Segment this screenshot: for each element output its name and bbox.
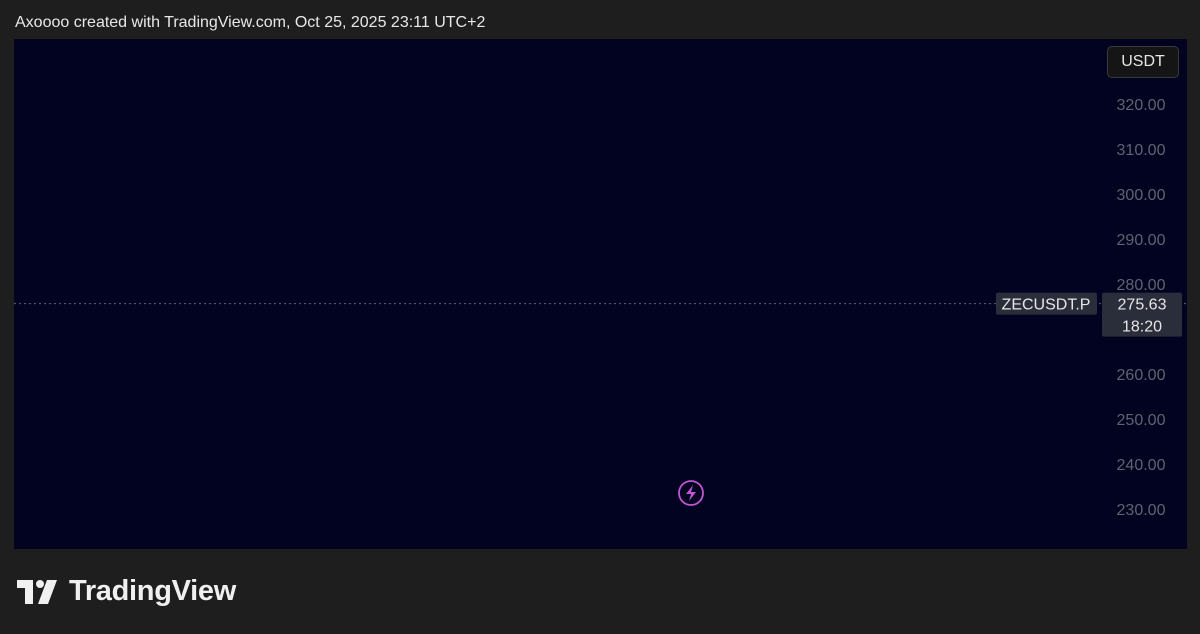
footer-logo: TradingView — [17, 575, 236, 608]
symbol-label-box — [996, 292, 1097, 315]
y-tick-label: 230.00 — [1117, 502, 1166, 519]
y-tick-label: 290.00 — [1117, 232, 1166, 249]
symbol-label: ZECUSDT.P — [1002, 297, 1091, 314]
y-tick-label: 240.00 — [1117, 457, 1166, 474]
y-tick-label: 250.00 — [1117, 412, 1166, 429]
chart-panel[interactable]: 230.00 240.00 250.00 260.00 280.00 290.00 300.… — [14, 39, 1187, 549]
currency-button[interactable]: USDT — [1107, 46, 1179, 78]
y-tick-label: 260.00 — [1117, 367, 1166, 384]
price-label-box — [1102, 292, 1182, 337]
y-tick-label: 310.00 — [1117, 142, 1166, 159]
price-chart[interactable]: 230.00 240.00 250.00 260.00 280.00 290.00 300.… — [14, 39, 1187, 549]
y-tick-label: 300.00 — [1117, 187, 1166, 204]
lightning-bolt-icon[interactable] — [678, 480, 704, 506]
header-caption: Axoooo created with TradingView.com, Oct… — [15, 14, 486, 31]
tradingview-logo-icon — [17, 579, 57, 604]
y-tick-label: 320.00 — [1117, 97, 1166, 114]
footer-brand-text: TradingView — [69, 575, 236, 607]
y-tick-label: 280.00 — [1117, 277, 1166, 294]
countdown-label: 18:20 — [1122, 319, 1162, 336]
last-price-label: 275.63 — [1118, 297, 1167, 314]
